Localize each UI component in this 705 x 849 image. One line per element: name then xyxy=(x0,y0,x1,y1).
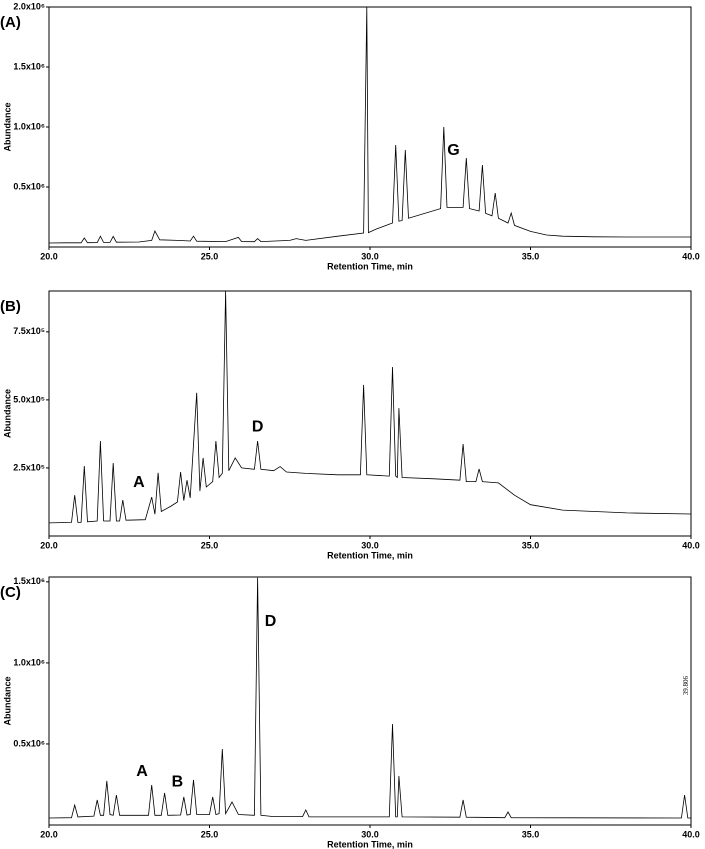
plot-frame xyxy=(48,576,692,826)
x-tick-label: 30.0 xyxy=(361,540,379,550)
peak-label: G xyxy=(447,142,459,159)
chromatogram-line xyxy=(48,577,691,819)
y-tick-label: 2.5x10⁵ xyxy=(13,462,45,472)
x-tick-label: 35.0 xyxy=(522,540,540,550)
chromatogram-line xyxy=(48,290,692,524)
peak-label: A xyxy=(136,763,148,780)
x-axis-label: Retention Time, min xyxy=(327,261,413,271)
y-tick-label: 7.5x10⁵ xyxy=(13,326,45,336)
y-tick-label: 1.0x10⁶ xyxy=(13,121,45,131)
x-tick-label: 30.0 xyxy=(361,829,379,839)
x-tick-label: 40.0 xyxy=(682,540,700,550)
y-tick-label: 1.5x10⁶ xyxy=(13,576,45,586)
peak-label: A xyxy=(133,474,145,491)
x-tick-label: 30.0 xyxy=(361,251,379,261)
x-axis-label: Retention Time, min xyxy=(327,839,413,849)
x-tick-label: 40.0 xyxy=(682,829,700,839)
y-axis-label: Abundance xyxy=(2,389,12,438)
x-tick-label: 40.0 xyxy=(682,251,700,261)
x-tick-label: 25.0 xyxy=(201,251,219,261)
y-tick-label: 1.5x10⁶ xyxy=(13,61,45,71)
peak-label: D xyxy=(265,613,277,630)
x-tick-label: 25.0 xyxy=(201,540,219,550)
peak-time-label: 39.806 xyxy=(682,675,690,695)
y-tick-label: 0.5x10⁶ xyxy=(13,181,45,191)
x-tick-label: 35.0 xyxy=(522,829,540,839)
plot-frame xyxy=(48,6,692,248)
y-tick-label: 0.5x10⁶ xyxy=(13,738,45,748)
y-tick-label: 2.0x10⁶ xyxy=(13,1,45,11)
x-tick-label: 20.0 xyxy=(40,540,58,550)
y-axis-label: Abundance xyxy=(2,102,12,151)
x-tick-label: 20.0 xyxy=(40,829,58,839)
x-axis-label: Retention Time, min xyxy=(327,550,413,560)
y-axis-label: Abundance xyxy=(2,676,12,725)
peak-label: D xyxy=(252,418,264,435)
chromatogram-line xyxy=(48,6,691,244)
x-tick-label: 20.0 xyxy=(40,251,58,261)
plot-frame xyxy=(48,290,692,537)
panel-label: (A) xyxy=(0,14,21,31)
panel-label: (C) xyxy=(0,584,21,601)
panel-label: (B) xyxy=(0,298,21,315)
peak-label: B xyxy=(172,773,184,790)
x-tick-label: 35.0 xyxy=(522,251,540,261)
y-tick-label: 5.0x10⁵ xyxy=(13,394,45,404)
y-tick-label: 1.0x10⁶ xyxy=(13,657,45,667)
x-tick-label: 25.0 xyxy=(201,829,219,839)
